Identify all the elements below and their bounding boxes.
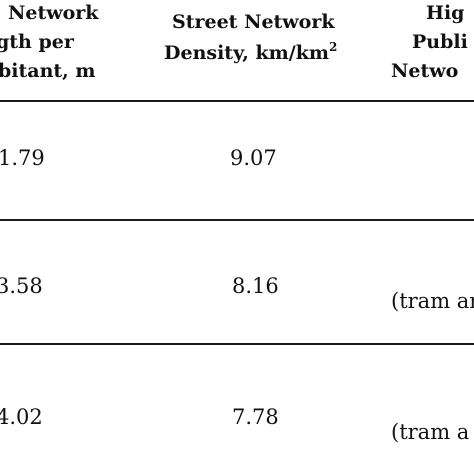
- header-col3-line2: Publi: [412, 31, 468, 53]
- header-col1-line2: gth per: [0, 31, 74, 53]
- row3-col1: 4.02: [0, 405, 43, 429]
- header-col3-line1: Hig: [426, 2, 465, 24]
- header-col3-line3: Netwo: [391, 60, 459, 82]
- header-col1-line3: bitant, m: [0, 60, 96, 82]
- header-rule: [0, 100, 474, 102]
- row3-col3: (tram a: [391, 420, 470, 444]
- row2-col3: (tram an: [391, 289, 474, 313]
- row1-col1: 1.79: [0, 146, 45, 170]
- row-rule-1: [0, 219, 474, 221]
- row2-col2: 8.16: [232, 274, 279, 298]
- row3-col2: 7.78: [232, 405, 279, 429]
- header-col1-line1: Network: [8, 2, 99, 24]
- row-rule-2: [0, 343, 474, 345]
- header-col2-superscript: 2: [329, 40, 338, 54]
- header-col2-line2: Density, km/km2: [164, 41, 337, 64]
- row2-col1: 3.58: [0, 274, 43, 298]
- row1-col2: 9.07: [230, 146, 277, 170]
- header-col2-line2-text: Density, km/km: [164, 42, 329, 64]
- header-col2-line1: Street Network: [172, 11, 335, 33]
